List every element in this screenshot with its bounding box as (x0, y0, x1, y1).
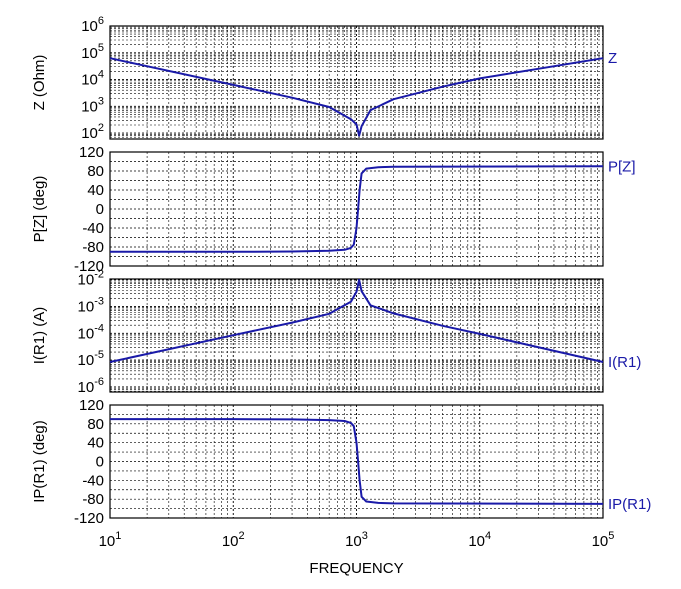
series-line (109, 278, 604, 363)
series-line (110, 418, 604, 505)
series-label: IP(R1) (608, 496, 651, 513)
series-line (110, 165, 604, 253)
x-tick-label: 101 (99, 530, 122, 550)
y-tick-label: 120 (79, 144, 104, 161)
y-tick-label: 105 (81, 42, 104, 62)
x-tick-label: 104 (468, 530, 491, 550)
x-axis-label: FREQUENCY (309, 560, 403, 577)
y-tick-label: -80 (82, 239, 104, 256)
plot-frame (109, 25, 604, 140)
y-tick-label: -120 (74, 258, 104, 275)
panel-3: 10-6 10-5 10-4 10-3 10-2 I(R1) (A) I(R1) (31, 269, 641, 396)
series-label: I(R1) (608, 354, 641, 371)
y-tick-label: 0 (96, 201, 104, 218)
y-tick-label: 102 (81, 122, 104, 142)
y-tick-label: 40 (87, 182, 104, 199)
y-axis-label: IP(R1) (deg) (31, 420, 48, 503)
y-tick-label: -40 (82, 220, 104, 237)
plot-frame (109, 278, 604, 393)
y-tick-label: 40 (87, 435, 104, 452)
series-label: Z (608, 50, 617, 67)
x-tick-label: 103 (345, 530, 368, 550)
series-line (109, 57, 604, 137)
plot-frame (109, 404, 604, 519)
x-tick-label: 105 (592, 530, 615, 550)
panel-4: 120 80 40 0-40 -80 -120 IP(R1) (deg) IP(R1) (31, 397, 651, 527)
y-axis-label: P[Z] (deg) (31, 176, 48, 243)
y-axis-label: Z (Ohm) (31, 55, 48, 111)
y-tick-label: -80 (82, 491, 104, 508)
y-tick-label: 80 (87, 416, 104, 433)
plot-frame (109, 151, 604, 267)
y-tick-label: 10-5 (78, 349, 104, 369)
y-tick-label: -120 (74, 510, 104, 527)
panel-2: 120 80 40 0 -40 -80 -120 P[Z] (deg) P[Z] (31, 144, 636, 275)
y-tick-label: 120 (79, 397, 104, 414)
grid (110, 279, 603, 392)
grid (110, 26, 603, 139)
y-tick-label: -40 (82, 472, 104, 489)
panel-1: 102 103 104 105 106 Z (Ohm) Z (31, 15, 617, 142)
y-tick-label: 10-2 (78, 269, 104, 289)
y-axis-label: I(R1) (A) (31, 307, 48, 365)
series-label: P[Z] (608, 158, 636, 175)
y-tick-label: 10-4 (78, 322, 104, 342)
y-tick-label: 80 (87, 163, 104, 180)
grid (110, 152, 603, 266)
y-tick-label: 106 (81, 15, 104, 35)
grid (110, 405, 603, 518)
y-tick-label: 10-6 (78, 376, 104, 396)
y-tick-label: 10-3 (78, 295, 104, 315)
y-tick-label: 103 (81, 95, 104, 115)
y-tick-label: 0 (96, 454, 104, 471)
x-tick-label: 102 (222, 530, 245, 550)
y-tick-label: 104 (81, 69, 104, 89)
